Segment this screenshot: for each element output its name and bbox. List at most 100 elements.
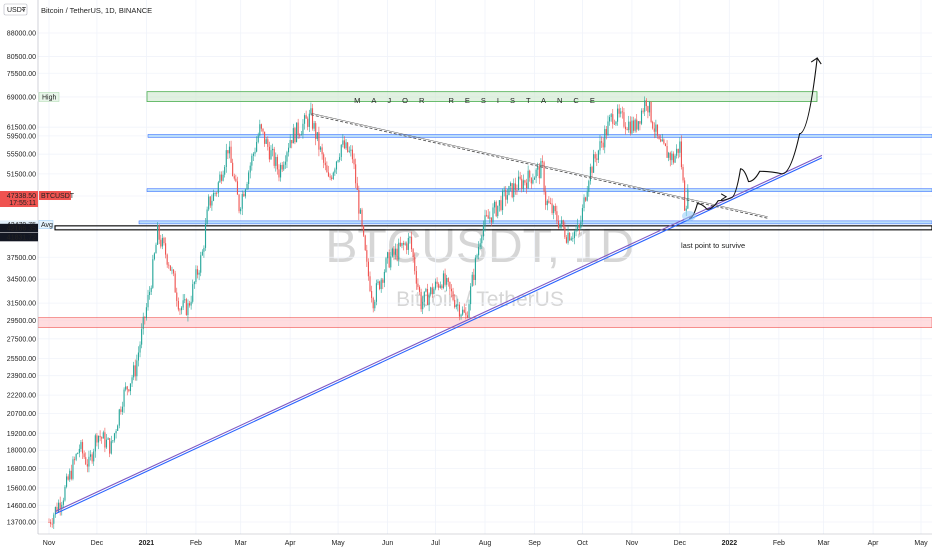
candle-body — [604, 128, 606, 148]
candle-body — [241, 193, 243, 209]
candle-body — [537, 166, 539, 170]
candle-body — [562, 220, 564, 228]
trendlines[interactable] — [55, 112, 823, 515]
candle-body — [557, 221, 560, 228]
candle-body — [628, 121, 630, 130]
candle-body — [307, 118, 309, 127]
candle-body — [182, 300, 184, 308]
chart-title: Bitcoin / TetherUS, 1D, BINANCE — [41, 6, 152, 15]
price-axis-panel[interactable] — [0, 0, 38, 550]
candle-body — [153, 253, 155, 260]
candle-body — [494, 201, 496, 208]
candle-body — [348, 150, 350, 152]
candle-body — [452, 291, 454, 300]
candle-body — [224, 166, 226, 175]
candle-body — [425, 288, 427, 292]
candle-body — [268, 146, 270, 160]
price-tick-label: 37500.00 — [7, 255, 36, 262]
candle-body — [447, 278, 449, 282]
candle-body — [585, 197, 587, 201]
candle-body — [72, 459, 74, 479]
candle-body — [144, 316, 146, 319]
price-tick-label: 23900.00 — [7, 373, 36, 380]
candle-body — [640, 110, 643, 124]
candle-body — [567, 232, 569, 243]
candle-body — [308, 113, 310, 127]
candle-body — [535, 169, 537, 178]
candle-body — [56, 506, 58, 512]
candle-body — [216, 193, 218, 194]
candle-body — [70, 470, 72, 479]
candle-body — [121, 406, 124, 412]
candle-body — [583, 197, 585, 209]
candle-body — [522, 180, 524, 189]
candle-body — [540, 161, 542, 179]
candle-body — [573, 231, 575, 239]
survive-annotation: last point to survive — [681, 241, 745, 250]
candle-body — [671, 153, 673, 161]
candle-body — [61, 504, 63, 510]
level-42700 — [138, 220, 932, 225]
price-tick-label: 75500.00 — [7, 71, 36, 78]
candle-body — [340, 144, 342, 158]
candle-body — [375, 283, 377, 302]
candle-body — [115, 430, 117, 434]
candle-body — [107, 438, 109, 440]
price-tick-label: 16800.00 — [7, 466, 36, 473]
candle-body — [142, 316, 144, 330]
candle-body — [137, 352, 139, 361]
currency-button[interactable] — [3, 3, 28, 16]
candle-body — [177, 300, 179, 310]
candle-body — [618, 108, 620, 114]
candle-body — [645, 100, 647, 107]
candle-body — [529, 170, 531, 178]
candle-body — [305, 115, 307, 119]
candle-body — [454, 299, 456, 308]
candle-body — [650, 101, 652, 122]
low-a-tag-bg — [0, 223, 38, 233]
candle-body — [179, 309, 181, 311]
candle-body — [149, 291, 151, 295]
candle-body — [509, 183, 512, 187]
candle-body — [214, 193, 216, 194]
candle-body — [575, 229, 577, 232]
candle-body — [660, 139, 662, 142]
candle-body — [313, 123, 315, 129]
candle-body — [118, 409, 120, 426]
candle-body — [297, 122, 299, 135]
candle-body — [615, 121, 617, 125]
candle-body — [594, 154, 596, 159]
candle-body — [412, 249, 414, 258]
candle-body — [358, 189, 360, 214]
candle-body — [145, 307, 147, 319]
candle-body — [383, 271, 385, 283]
time-axis[interactable]: Nov Dec 2021 Feb Mar Apr May Jun Jul Aug Sep Oct Nov… — [43, 540, 928, 547]
price-tick-label: 34500.00 — [7, 277, 36, 284]
candle-body — [498, 200, 500, 206]
candle-body — [171, 269, 173, 271]
candle-body — [185, 299, 187, 316]
candle-body — [104, 432, 106, 448]
candle-body — [166, 254, 168, 265]
time-tick-label: May — [914, 540, 928, 547]
candle-body — [434, 281, 437, 289]
candle-body — [621, 111, 623, 113]
price-tags: 69000.00High47338.5017:55:11BTCUSDT42479… — [0, 92, 75, 242]
candle-body — [217, 182, 219, 194]
candle-body — [372, 298, 374, 309]
candle-body — [260, 124, 262, 129]
candle-body — [147, 294, 149, 308]
candle-body — [62, 500, 64, 505]
candle-body — [393, 248, 395, 255]
candle-body — [506, 195, 508, 200]
high-price-tag-bg — [0, 92, 38, 102]
projection-drawing[interactable] — [688, 57, 822, 219]
candle-body — [418, 286, 421, 292]
candle-body — [112, 440, 114, 442]
candle-body — [335, 161, 338, 170]
price-tick-label: 80500.00 — [7, 54, 36, 61]
candle-body — [470, 286, 472, 305]
candle-body — [601, 141, 603, 143]
candle-body — [173, 269, 175, 274]
